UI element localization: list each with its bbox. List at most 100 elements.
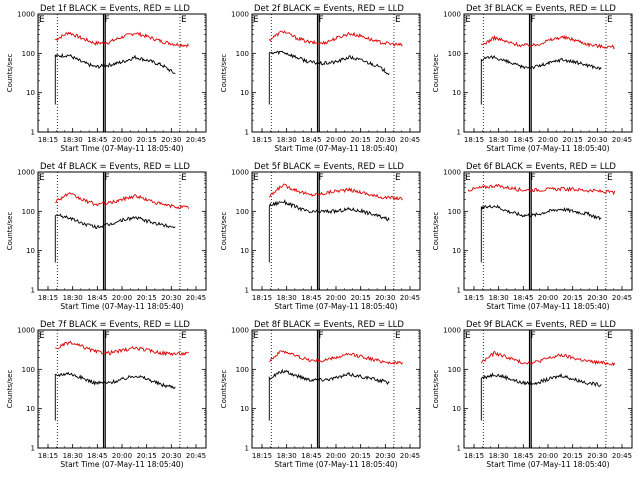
y-tick-label: 1 <box>245 445 249 453</box>
y-tick-label: 1000 <box>17 327 35 335</box>
marker-label: E <box>181 331 187 341</box>
x-axis-label: Start Time (07-May-11 18:05:40) <box>274 460 397 469</box>
x-axis-label: Start Time (07-May-11 18:05:40) <box>486 302 609 311</box>
x-tick-label: 18:15 <box>38 136 58 144</box>
plot-frame <box>251 329 421 449</box>
y-tick-label: 10 <box>452 247 461 255</box>
y-tick-label: 100 <box>448 50 461 58</box>
marker-label: F <box>319 331 324 341</box>
x-tick-label: 20:45 <box>400 294 420 302</box>
x-tick-label: 18:30 <box>277 136 297 144</box>
x-axis-label: Start Time (07-May-11 18:05:40) <box>486 144 609 153</box>
marker-label: E <box>39 331 45 341</box>
panel-title: Det 8f BLACK = Events, RED = LLD <box>254 320 404 330</box>
panel-title: Det 5f BLACK = Events, RED = LLD <box>254 162 404 172</box>
panel-det-3: Det 3f BLACK = Events, RED = LLD 1 10 100 10… <box>432 4 633 153</box>
y-tick-label: 1 <box>457 445 461 453</box>
x-tick-label: 18:30 <box>489 452 509 460</box>
marker-label: F <box>105 331 110 341</box>
y-axis-label: Counts/sec <box>432 370 440 409</box>
y-tick-label: 1 <box>457 129 461 137</box>
series-line-events <box>268 50 390 105</box>
x-tick-label: 18:45 <box>87 136 107 144</box>
plot-frame <box>37 329 207 449</box>
x-tick-label: 18:15 <box>38 294 58 302</box>
panel-det-1: Det 1f BLACK = Events, RED = LLD 1 10 100 10… <box>6 4 207 153</box>
y-tick-label: 10 <box>26 405 35 413</box>
series-line-lld <box>268 183 404 201</box>
x-tick-label: 20:45 <box>186 136 206 144</box>
x-tick-label: 18:15 <box>38 452 58 460</box>
x-tick-label: 18:30 <box>63 294 83 302</box>
x-tick-label: 20:15 <box>563 136 583 144</box>
x-tick-label: 20:30 <box>161 136 181 144</box>
x-tick-label: 20:45 <box>186 452 206 460</box>
panel-title: Det 3f BLACK = Events, RED = LLD <box>466 4 616 14</box>
y-tick-label: 10 <box>452 405 461 413</box>
x-tick-label: 20:45 <box>612 136 632 144</box>
x-tick-label: 18:45 <box>301 294 321 302</box>
x-tick-label: 18:45 <box>513 136 533 144</box>
x-tick-label: 18:15 <box>464 136 484 144</box>
series-line-events <box>480 372 602 421</box>
x-tick-label: 20:15 <box>351 136 371 144</box>
marker-label: E <box>181 173 187 183</box>
plot-frame <box>251 13 421 133</box>
series-line-events <box>268 199 390 263</box>
x-tick-label: 18:45 <box>87 452 107 460</box>
y-axis-label: Counts/sec <box>432 212 440 251</box>
marker-label: E <box>253 15 259 25</box>
x-tick-label: 20:30 <box>375 136 395 144</box>
x-tick-label: 20:15 <box>137 294 157 302</box>
marker-label: E <box>39 173 45 183</box>
marker-label: F <box>531 331 536 341</box>
y-tick-label: 1000 <box>443 327 461 335</box>
x-axis-label: Start Time (07-May-11 18:05:40) <box>486 460 609 469</box>
panel-det-8: Det 8f BLACK = Events, RED = LLD 1 10 100 10… <box>220 320 421 469</box>
y-axis-label: Counts/sec <box>220 212 228 251</box>
plot-frame <box>463 329 633 449</box>
panel-det-7: Det 7f BLACK = Events, RED = LLD 1 10 100 10… <box>6 320 207 469</box>
y-tick-label: 1000 <box>231 11 249 19</box>
series-line-lld <box>481 34 615 50</box>
x-tick-label: 18:15 <box>252 452 272 460</box>
x-tick-label: 18:15 <box>464 452 484 460</box>
y-tick-label: 10 <box>26 89 35 97</box>
x-tick-label: 20:00 <box>326 294 346 302</box>
marker-label: F <box>105 15 110 25</box>
series-line-lld <box>480 350 616 367</box>
y-axis-label: Counts/sec <box>432 54 440 93</box>
x-tick-label: 18:45 <box>87 294 107 302</box>
x-tick-label: 20:00 <box>538 452 558 460</box>
x-tick-label: 20:30 <box>587 136 607 144</box>
x-tick-label: 20:00 <box>112 136 132 144</box>
y-axis-label: Counts/sec <box>6 370 14 409</box>
x-tick-label: 18:30 <box>489 136 509 144</box>
series-line-lld <box>268 30 403 47</box>
panel-det-9: Det 9f BLACK = Events, RED = LLD 1 10 100 10… <box>432 320 633 469</box>
series-line-events <box>268 368 390 421</box>
marker-label: E <box>39 15 45 25</box>
x-tick-label: 18:45 <box>513 294 533 302</box>
y-tick-label: 10 <box>240 89 249 97</box>
x-tick-label: 20:00 <box>112 294 132 302</box>
x-tick-label: 18:30 <box>277 452 297 460</box>
panel-det-6: Det 6f BLACK = Events, RED = LLD 1 10 100 10… <box>432 162 633 311</box>
series-line-events <box>54 371 176 421</box>
series-line-lld <box>467 183 616 196</box>
marker-label: E <box>465 331 471 341</box>
panel-title: Det 2f BLACK = Events, RED = LLD <box>254 4 404 14</box>
y-axis-label: Counts/sec <box>220 370 228 409</box>
marker-label: F <box>105 173 110 183</box>
x-tick-label: 20:00 <box>326 136 346 144</box>
y-tick-label: 1 <box>31 129 35 137</box>
marker-label: F <box>531 15 536 25</box>
x-tick-label: 20:45 <box>400 452 420 460</box>
x-tick-label: 20:30 <box>161 294 181 302</box>
y-tick-label: 1000 <box>443 11 461 19</box>
series-line-events <box>480 204 602 263</box>
x-tick-label: 20:45 <box>186 294 206 302</box>
series-line-events <box>480 55 602 105</box>
x-tick-label: 20:30 <box>375 294 395 302</box>
plot-frame <box>463 171 633 291</box>
